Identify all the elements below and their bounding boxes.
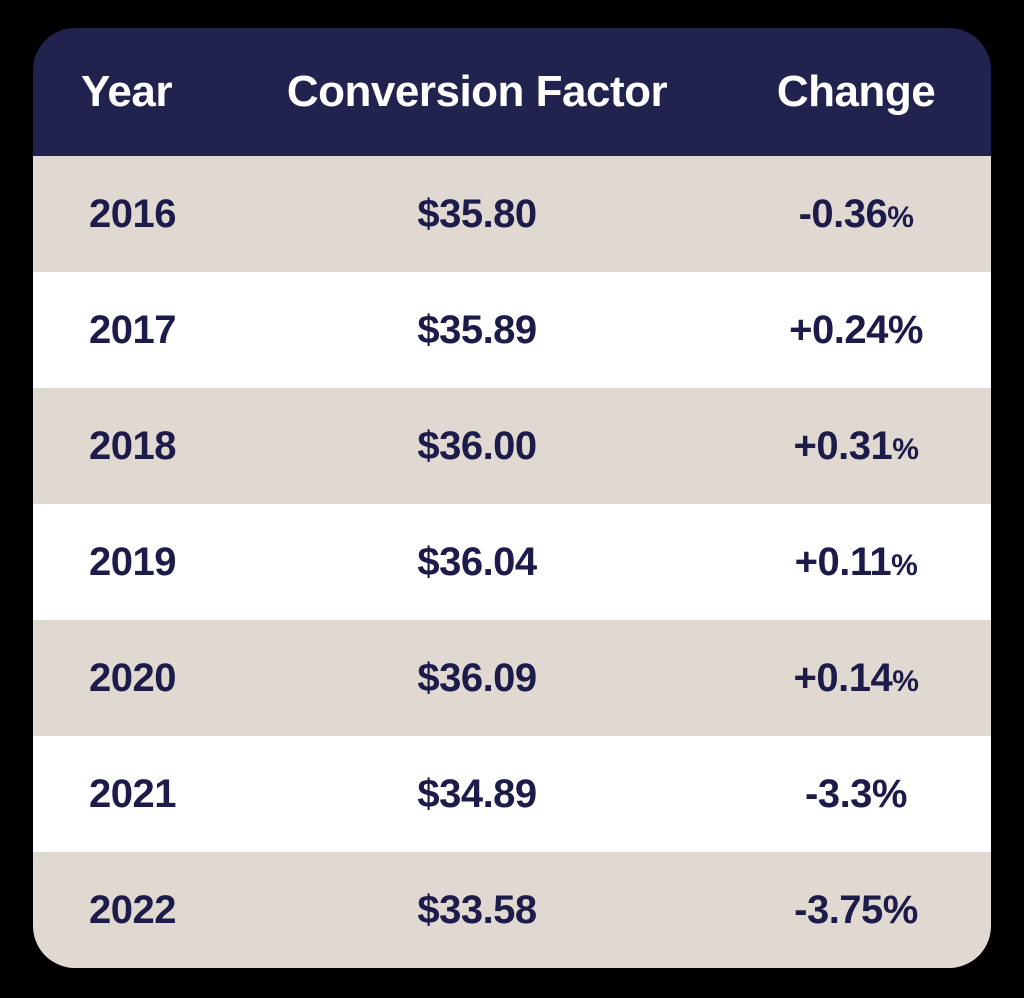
- cell-factor: $33.58: [263, 888, 691, 933]
- cell-change: -0.36%: [691, 192, 991, 237]
- cell-change: +0.11%: [691, 540, 991, 585]
- table-row: 2017 $35.89 +0.24%: [33, 272, 991, 388]
- cell-year: 2020: [33, 656, 263, 701]
- cell-factor: $35.89: [263, 308, 691, 353]
- col-header-year: Year: [33, 67, 263, 117]
- table-row: 2018 $36.00 +0.31%: [33, 388, 991, 504]
- cell-change: +0.31%: [691, 424, 991, 469]
- table-row: 2022 $33.58 -3.75%: [33, 852, 991, 968]
- cell-change: -3.3%: [691, 772, 991, 817]
- cell-change: +0.14%: [691, 656, 991, 701]
- conversion-factor-table: Year Conversion Factor Change 2016 $35.8…: [33, 28, 991, 968]
- col-header-factor: Conversion Factor: [263, 67, 691, 117]
- cell-year: 2019: [33, 540, 263, 585]
- cell-year: 2018: [33, 424, 263, 469]
- cell-year: 2017: [33, 308, 263, 353]
- table-row: 2016 $35.80 -0.36%: [33, 156, 991, 272]
- table-header: Year Conversion Factor Change: [33, 28, 991, 156]
- cell-factor: $35.80: [263, 192, 691, 237]
- col-header-change: Change: [691, 67, 991, 117]
- cell-change: +0.24%: [691, 308, 991, 353]
- table-row: 2020 $36.09 +0.14%: [33, 620, 991, 736]
- table-row: 2021 $34.89 -3.3%: [33, 736, 991, 852]
- cell-year: 2016: [33, 192, 263, 237]
- cell-change: -3.75%: [691, 888, 991, 933]
- table-row: 2019 $36.04 +0.11%: [33, 504, 991, 620]
- cell-year: 2022: [33, 888, 263, 933]
- cell-factor: $36.00: [263, 424, 691, 469]
- cell-factor: $36.04: [263, 540, 691, 585]
- cell-year: 2021: [33, 772, 263, 817]
- cell-factor: $36.09: [263, 656, 691, 701]
- cell-factor: $34.89: [263, 772, 691, 817]
